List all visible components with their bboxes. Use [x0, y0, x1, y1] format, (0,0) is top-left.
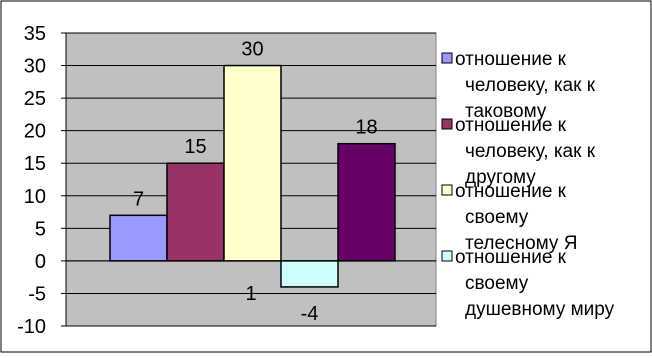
bar: [109, 214, 168, 262]
legend-swatch: [441, 250, 453, 262]
y-tick-label: -5: [28, 283, 46, 305]
data-label: 30: [241, 39, 263, 61]
legend-label: отношение к: [455, 247, 567, 268]
legend-label: телесному Я: [465, 233, 577, 254]
data-labels: 7 15 30 -4 18: [133, 39, 378, 325]
y-tick-label: 15: [24, 153, 46, 175]
y-tick-label: 25: [24, 88, 46, 110]
legend-label: душевному миру: [465, 299, 615, 320]
bar: [166, 162, 225, 262]
bar: [223, 64, 282, 262]
legend-label: человеку, как к: [465, 141, 596, 162]
legend-label: отношение к: [455, 115, 567, 136]
y-tick-label: 5: [35, 218, 46, 240]
data-label: 15: [184, 136, 206, 158]
legend-label: отношение к: [455, 181, 567, 202]
bar: [337, 142, 396, 262]
legend-swatch: [441, 52, 453, 64]
legend-label: другому: [465, 167, 536, 188]
legend-label: своему: [465, 207, 529, 228]
legend-label: отношение к: [455, 49, 567, 70]
x-tick-label: 1: [245, 283, 256, 305]
legend-label: таковому: [465, 101, 547, 122]
y-tick-label: 35: [24, 23, 46, 45]
legend-swatch: [441, 118, 453, 130]
data-label: 7: [133, 188, 144, 210]
legend-label: своему: [465, 273, 529, 294]
y-tick-label: -10: [17, 316, 46, 338]
y-tick-label: 10: [24, 186, 46, 208]
data-label: 18: [355, 117, 377, 139]
legend-swatch: [441, 184, 453, 196]
y-tick-label: 0: [35, 251, 46, 273]
axes: 35 30 25 20 15 10 5 0 -5 -10 1: [17, 23, 436, 338]
data-label: -4: [301, 303, 319, 325]
legend-label: человеку, как к: [465, 75, 596, 96]
y-tick-label: 20: [24, 121, 46, 143]
y-tick-label: 30: [24, 56, 46, 78]
bar: [280, 260, 339, 288]
